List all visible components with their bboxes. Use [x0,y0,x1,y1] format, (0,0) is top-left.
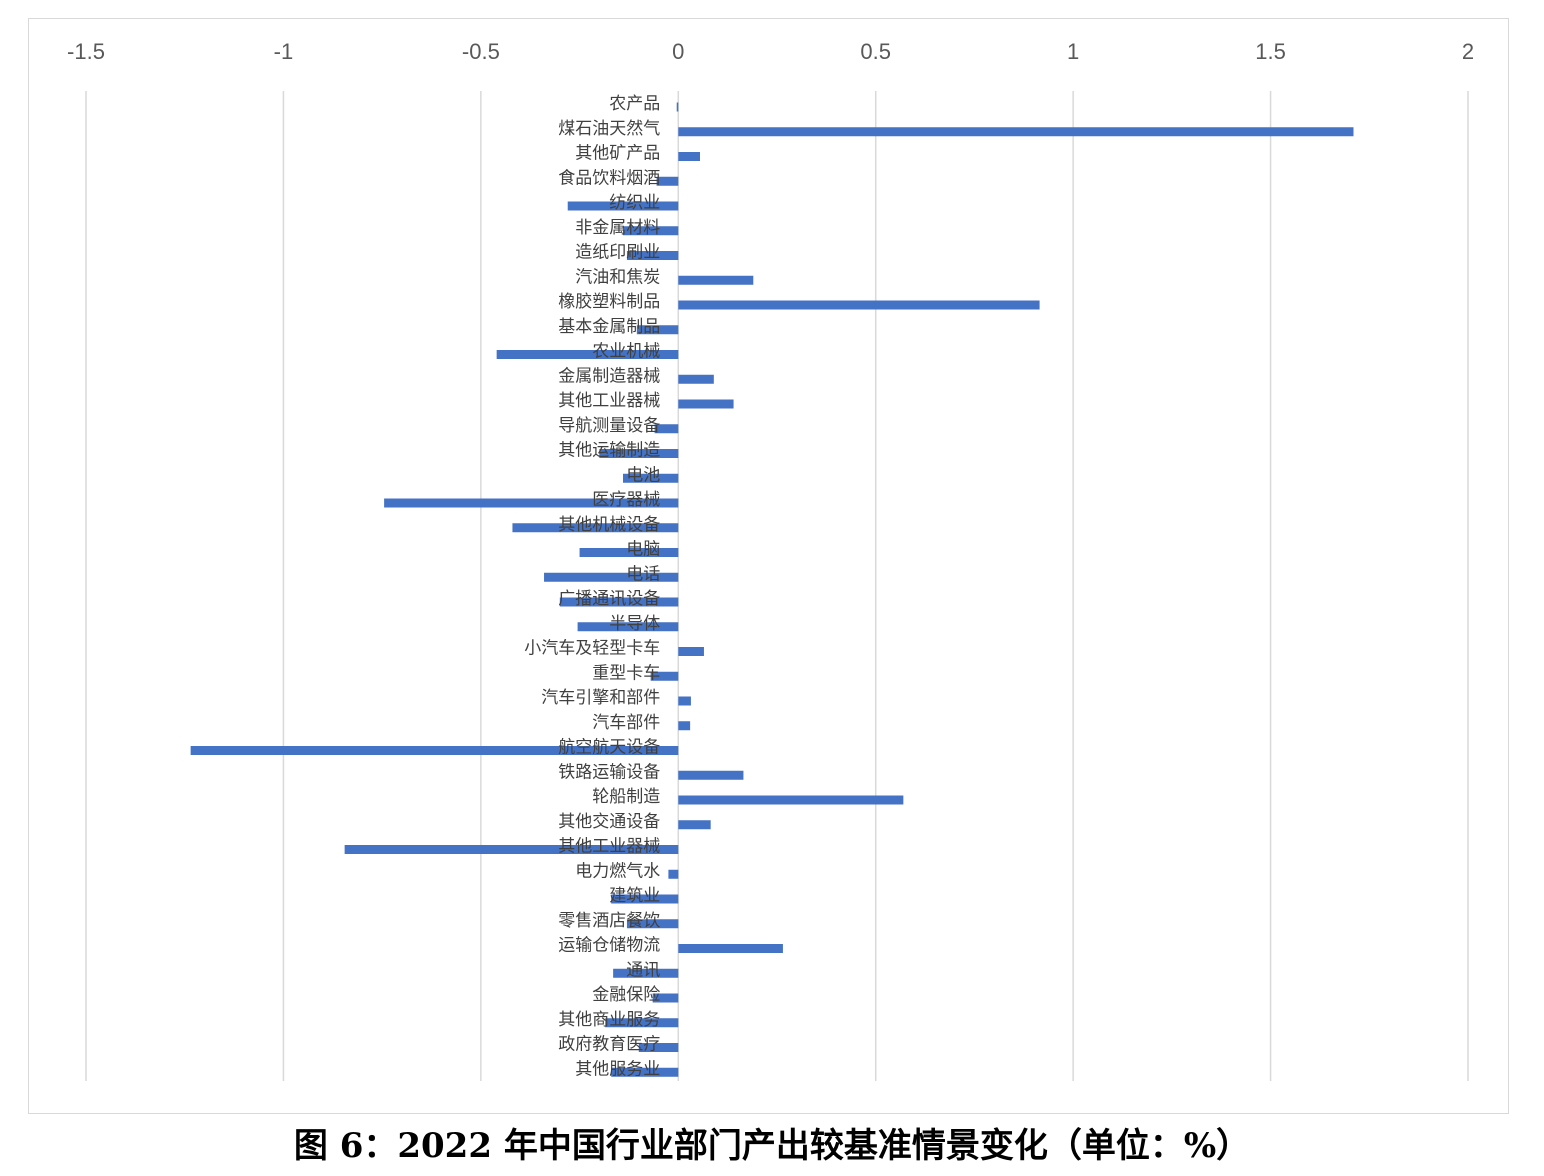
category-label: 金属制造器械 [558,366,660,386]
category-label: 汽车部件 [592,713,660,733]
bar [678,275,754,285]
gridlines [85,91,1469,1081]
category-label: 纺织业 [609,193,660,213]
bar [611,894,679,904]
category-label: 电话 [626,564,660,584]
category-label: 其他交通设备 [558,812,660,832]
category-label: 其他商业服务 [558,1010,660,1030]
bar [605,1018,679,1028]
category-label: 其他服务业 [575,1059,660,1079]
category-label: 重型卡车 [592,663,660,683]
category-label: 其他工业器械 [558,391,660,411]
bar [678,696,691,706]
category-label: 政府教育医疗 [558,1035,660,1055]
category-label: 电力燃气水 [575,861,660,881]
category-label: 建筑业 [609,886,660,906]
category-label: 导航测量设备 [558,416,660,436]
bar [678,770,744,780]
bar [678,374,714,384]
bar [577,622,679,632]
category-label: 其他运输制造 [558,441,660,461]
category-label: 零售酒店餐饮 [558,911,660,931]
category-label: 航空航天设备 [558,738,660,758]
category-label: 电脑 [626,540,660,560]
bar [384,498,679,508]
bar [678,795,904,805]
category-label: 非金属材料 [575,218,660,238]
bar [678,820,711,830]
x-tick-label: 0 [672,39,684,64]
category-label: 半导体 [609,614,660,634]
bar [638,1043,679,1052]
category-label: 汽车引擎和部件 [541,688,660,708]
category-labels: 农产品煤石油天然气其他矿产品食品饮料烟酒纺织业非金属材料造纸印刷业汽油和焦炭橡胶… [524,94,660,1079]
x-tick-label: -1 [274,39,294,64]
bar [678,300,1040,310]
bar [678,647,704,656]
x-tick-label: -1.5 [67,39,105,64]
bar-chart: -1.5 -1 -0.5 0 0.5 1 1.5 2 农产品煤石油天然气其他矿产品食品饮料烟酒… [67,39,1474,1081]
chart-area: -1.5 -1 -0.5 0 0.5 1 1.5 2 农产品煤石油天然气其他矿产品食品饮料烟酒… [28,18,1509,1114]
bar [512,523,679,533]
bar [344,845,679,854]
bar [636,325,679,335]
bar [678,127,1354,137]
category-label: 橡胶塑料制品 [558,292,660,312]
category-label: 汽油和焦炭 [575,267,660,287]
category-label: 煤石油天然气 [558,119,660,139]
bar [544,572,679,582]
x-tick-label: -0.5 [462,39,500,64]
category-label: 小汽车及轻型卡车 [524,639,660,659]
category-label: 农产品 [609,94,660,114]
figure-caption: 图 6：2022 年中国行业部门产出较基准情景变化（单位：%） [293,1126,1251,1166]
x-tick-label: 1 [1067,39,1079,64]
bar [599,449,679,458]
bar [623,473,679,483]
bar [654,424,679,434]
category-label: 通讯 [626,960,660,980]
category-label: 造纸印刷业 [575,243,660,263]
bar [650,671,679,681]
category-label: 其他机械设备 [558,515,660,535]
bar [626,919,679,929]
category-label: 医疗器械 [592,490,660,510]
bar [678,399,734,409]
category-label: 农业机械 [592,342,660,362]
bar [190,746,679,755]
bar [613,968,679,978]
bar [579,548,679,557]
bar [626,251,679,260]
category-label: 食品饮料烟酒 [558,168,660,188]
bar [567,201,679,211]
category-label: 广播通讯设备 [558,589,660,609]
bar [611,1067,679,1077]
bar [496,350,679,359]
bars [190,102,1354,1077]
category-label: 其他矿产品 [575,144,660,164]
bar [656,176,679,186]
x-tick-label: 2 [1462,39,1474,64]
bar [678,944,783,953]
bar [678,721,691,731]
bar [678,152,701,161]
bar [668,869,679,879]
bar [623,226,679,236]
category-label: 电池 [626,465,660,485]
bar [652,993,679,1003]
x-tick-label: 0.5 [860,39,891,64]
category-label: 轮船制造 [592,787,660,807]
bar [559,597,679,607]
category-label: 其他工业器械 [558,837,660,857]
category-label: 基本金属制品 [558,317,660,337]
x-axis-tick-labels: -1.5 -1 -0.5 0 0.5 1 1.5 2 [67,39,1474,64]
bar [676,102,679,112]
category-label: 金融保险 [592,985,660,1005]
category-label: 运输仓储物流 [558,936,660,956]
x-tick-label: 1.5 [1255,39,1286,64]
category-label: 铁路运输设备 [558,762,660,782]
